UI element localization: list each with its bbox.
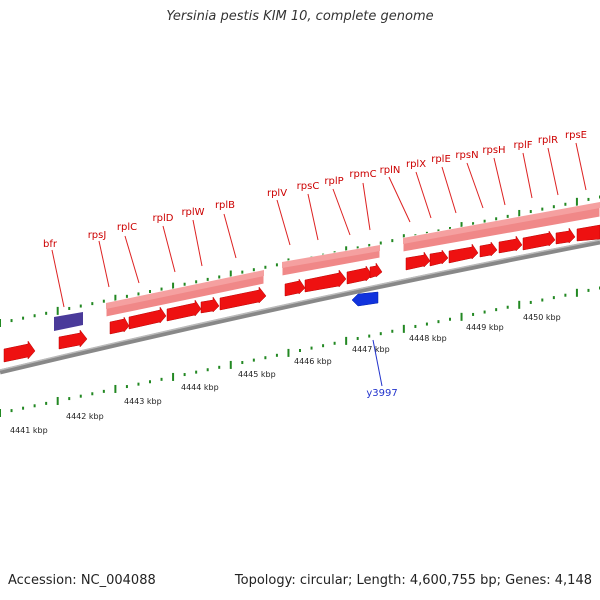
gene-label[interactable]: rplF (514, 140, 533, 151)
gene-label[interactable]: rplD (153, 213, 174, 224)
operon-bar-shade (282, 245, 380, 268)
gene-bfr-upper[interactable] (54, 312, 83, 331)
gene-rpsN[interactable] (479, 241, 498, 258)
gene-label[interactable]: rplW (181, 207, 204, 218)
operon-bar-shade (403, 202, 600, 244)
lower-tick-track (0, 286, 600, 417)
gene-label[interactable]: bfr (43, 239, 58, 250)
gene-rplR[interactable] (555, 227, 576, 245)
gene-label[interactable]: rpsE (565, 130, 587, 141)
genome-backbone-highlight (0, 239, 600, 371)
gene-label[interactable]: rpsJ (88, 230, 107, 241)
scale-labels: 4441 kbp 4442 kbp 4443 kbp 4444 kbp 4445… (10, 313, 561, 435)
gene-label[interactable]: rpsN (455, 150, 478, 161)
topology-text: Topology: circular; Length: 4,600,755 bp… (234, 573, 592, 588)
gene-arrow[interactable] (3, 340, 36, 363)
gene-rplF[interactable] (522, 230, 556, 251)
scale-label-4449: 4449 kbp (466, 323, 504, 332)
genome-backbone (0, 239, 600, 375)
gene-label-group: bfr rpsJ rplC rplD rplW rplB rplV rpsC r… (43, 130, 587, 250)
gene-rplW[interactable] (200, 296, 220, 314)
gene-rpsH[interactable] (498, 235, 523, 254)
operon-bar-shade (106, 270, 264, 309)
forward-genes (3, 224, 600, 363)
scale-label-4447: 4447 kbp (352, 345, 390, 354)
gene-label[interactable]: rplN (380, 165, 401, 176)
map-title: Yersinia pestis KIM 10, complete genome (166, 9, 434, 24)
gene-rpsE[interactable] (576, 224, 600, 242)
scale-label-4445: 4445 kbp (238, 370, 276, 379)
gene-rplP[interactable] (346, 265, 373, 285)
gene-label[interactable]: rplP (324, 176, 343, 187)
gene-label[interactable]: rplR (538, 135, 558, 146)
gene-rpmC[interactable] (369, 262, 383, 279)
gene-label[interactable]: rplC (117, 222, 137, 233)
gene-label[interactable]: rplV (267, 188, 287, 199)
scale-label-4446: 4446 kbp (294, 357, 332, 366)
scale-label-4444: 4444 kbp (181, 383, 219, 392)
gene-label[interactable]: rplE (431, 154, 451, 165)
gene-label[interactable]: rplB (215, 200, 235, 211)
gene-rplV[interactable] (284, 278, 306, 297)
scale-label-4450: 4450 kbp (523, 313, 561, 322)
gene-rplB[interactable] (219, 286, 267, 311)
scale-label-4448: 4448 kbp (409, 334, 447, 343)
gene-y3997[interactable] (351, 291, 379, 307)
scale-label-4443: 4443 kbp (124, 397, 162, 406)
gene-bfr[interactable] (58, 329, 88, 350)
gene-rplN[interactable] (405, 251, 431, 271)
operon-bars (105, 201, 600, 318)
accession-text: Accession: NC_004088 (8, 573, 156, 588)
gene-label[interactable]: rpsH (482, 145, 505, 156)
y3997-leader (372, 339, 383, 387)
scale-label-4441: 4441 kbp (10, 426, 48, 435)
gene-label[interactable]: rpsC (297, 181, 320, 192)
gene-rplD[interactable] (166, 299, 202, 322)
gene-label[interactable]: rpmC (349, 169, 376, 180)
scale-label-4442: 4442 kbp (66, 412, 104, 421)
gene-rpsJ[interactable] (109, 316, 130, 335)
gene-label[interactable]: rplX (406, 159, 426, 170)
label-leaders (51, 142, 587, 308)
gene-rplX[interactable] (429, 249, 449, 267)
gene-rpsC[interactable] (304, 269, 347, 293)
gene-rplE[interactable] (448, 243, 479, 264)
gene-label-y3997[interactable]: y3997 (366, 388, 397, 399)
gene-rplC[interactable] (128, 306, 167, 330)
